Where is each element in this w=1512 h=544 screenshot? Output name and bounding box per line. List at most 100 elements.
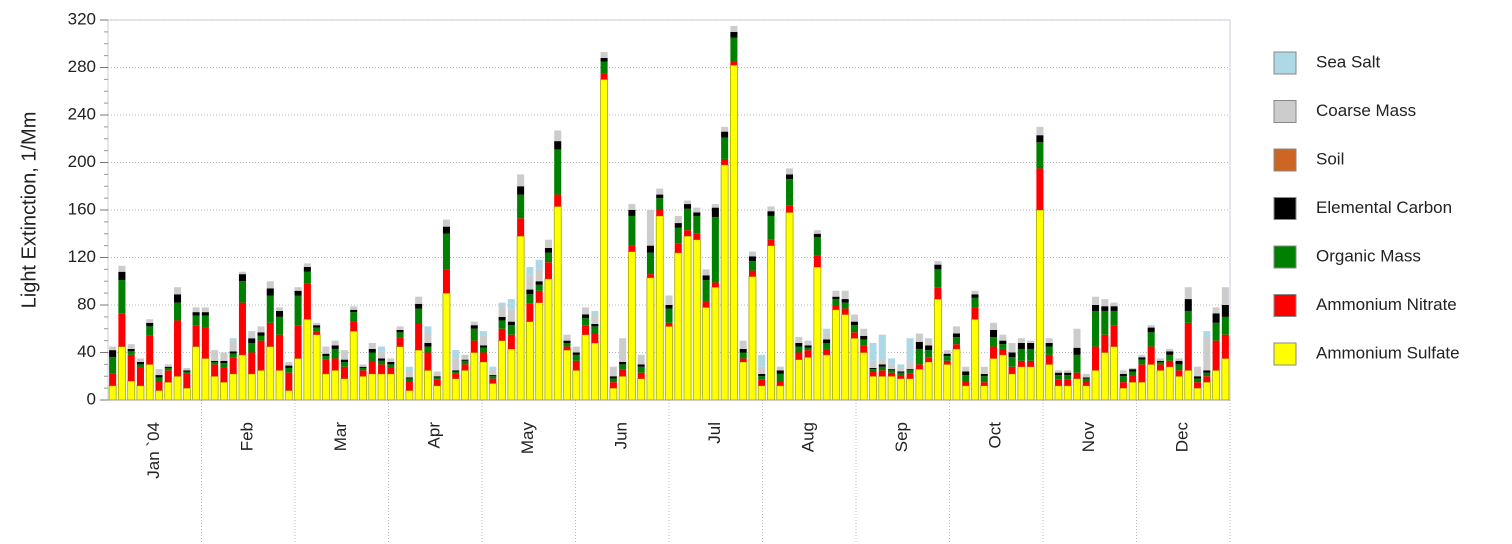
bar-segment [1156,358,1164,361]
bar-segment [888,369,896,371]
bar-segment [1054,385,1063,401]
bar-segment [915,341,923,349]
bar-segment [276,316,284,335]
bar-segment [173,375,182,401]
bar-segment [386,373,395,401]
bar-segment [582,325,590,335]
bar-segment [127,380,136,401]
bar-segment [860,339,868,346]
bar-segment [1017,366,1026,401]
bar-segment [591,324,599,327]
bar-segment [888,370,896,373]
bar-segment [480,331,488,336]
bar-segment [1008,357,1016,367]
bar-segment [582,307,590,315]
bar-segment [980,373,988,377]
bar-segment [489,378,497,384]
bar-segment [322,353,330,357]
bar-segment [1203,376,1211,383]
bar-segment [971,294,979,298]
bar-segment [312,334,321,401]
bar-segment [980,366,988,374]
bar-segment [572,360,580,371]
bar-segment [730,37,738,62]
bar-segment [331,348,339,359]
bar-segment [609,387,618,401]
bar-segment [711,217,719,283]
bar-segment [544,248,552,253]
x-tick-label: Aug [799,422,818,452]
bar-segment [229,357,237,374]
bar-segment [442,269,450,294]
bar-segment [776,373,784,381]
bar-segment [646,277,655,401]
bar-segment [989,358,998,401]
bar-segment [1129,369,1137,372]
bar-segment [943,356,951,361]
bar-segment [674,243,682,253]
x-tick-label: Jan `04 [144,422,163,479]
bar-segment [600,52,608,58]
bar-segment [238,274,246,282]
bar-segment [1175,370,1183,377]
bar-segment [322,356,330,360]
bar-segment [906,373,914,379]
bar-segment [433,371,441,377]
bar-segment [174,320,182,377]
bar-segment [109,357,117,374]
bar-segment [1212,322,1220,341]
bar-segment [359,367,367,371]
bar-segment [990,346,998,359]
bar-segment [813,230,821,234]
bar-segment [424,343,432,347]
bar-segment [906,369,914,371]
bar-segment [229,353,237,358]
bar-segment [748,256,756,262]
bar-segment [591,310,599,315]
y-tick-label: 120 [68,247,96,266]
bar-segment [1008,366,1016,374]
bar-segment [943,353,951,357]
bar-segment [192,312,200,316]
legend-label: Ammonium Nitrate [1316,295,1457,314]
bar-segment [1054,375,1062,380]
y-axis-label: Light Extinction, 1/Mm [18,112,40,309]
bar-segment [340,359,348,362]
bar-segment [554,141,562,150]
bar-segment [795,337,803,343]
bar-segment [767,215,775,240]
bar-segment [748,270,756,277]
bar-segment [423,369,432,401]
bar-segment [739,352,747,359]
legend-label: Sea Salt [1316,52,1381,71]
bar-segment [507,299,515,310]
bar-segment [136,385,145,401]
bar-segment [1166,348,1174,352]
bar-segment [1092,310,1100,347]
bar-segment [294,325,302,359]
bar-segment [1073,378,1081,401]
bar-segment [962,371,970,376]
bar-segment [322,359,330,374]
bar-segment [906,370,914,374]
bar-segment [164,381,173,401]
bar-segment [739,358,747,362]
bar-segment [498,302,506,305]
bar-segment [869,367,877,370]
bar-segment [1036,142,1044,169]
bar-segment [591,333,599,343]
bar-segment [1073,354,1081,373]
bar-segment [1156,362,1164,365]
bar-segment [869,369,877,372]
bar-segment [1203,370,1211,373]
bar-segment [1156,360,1164,362]
bar-segment [934,287,942,300]
bar-segment [609,378,617,383]
bar-segment [405,366,413,372]
bar-segment [211,362,219,365]
bar-segment [943,360,951,365]
bar-segment [201,327,209,359]
bar-segment [405,381,413,391]
bar-segment [832,305,840,310]
